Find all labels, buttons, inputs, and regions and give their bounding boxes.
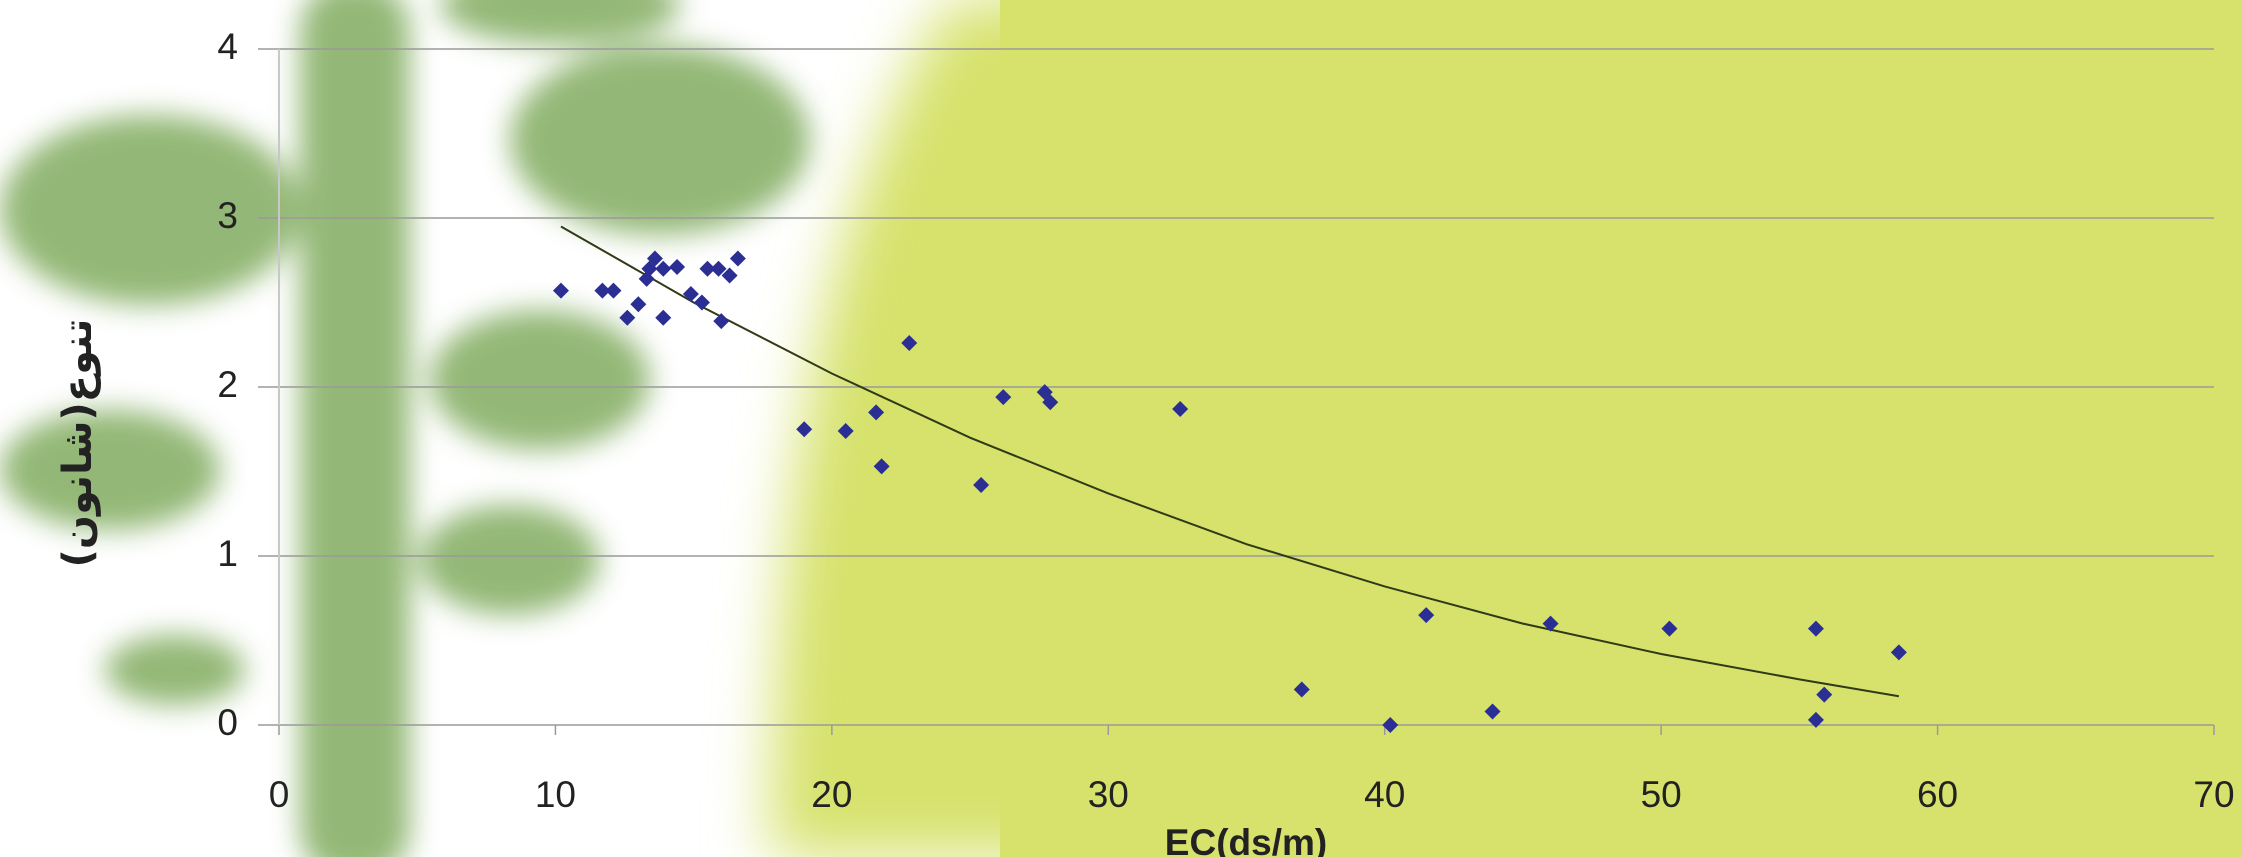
y-tick-label: 3 (217, 195, 238, 236)
x-tick-label: 10 (535, 774, 576, 815)
y-axis-title: تنوع(شانون) (55, 319, 101, 568)
x-tick-label: 60 (1917, 774, 1958, 815)
x-tick-label: 40 (1364, 774, 1405, 815)
x-axis-title: EC(ds/m) (1165, 822, 1327, 857)
x-tick-label: 0 (269, 774, 290, 815)
background (0, 0, 2242, 857)
page: تنوع(شانون) EC(ds/m) 0123401020304050607… (0, 0, 2242, 857)
y-tick-label: 0 (217, 702, 238, 743)
y-tick-label: 1 (217, 533, 238, 574)
x-tick-label: 30 (1088, 774, 1129, 815)
y-tick-label: 2 (217, 364, 238, 405)
y-tick-label: 4 (217, 26, 238, 67)
x-tick-label: 70 (2193, 774, 2234, 815)
chart: تنوع(شانون) EC(ds/m) 0123401020304050607… (0, 0, 2242, 857)
x-tick-label: 50 (1641, 774, 1682, 815)
x-tick-label: 20 (811, 774, 852, 815)
